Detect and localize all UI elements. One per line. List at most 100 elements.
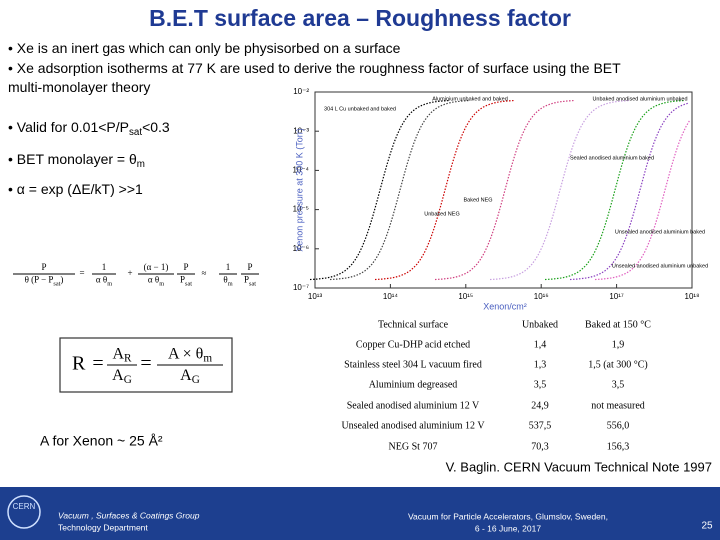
table-cell: 537,5 [529,420,552,431]
table-cell: Aluminium degreased [369,379,458,390]
numerator: AR [112,345,132,364]
plot-frame [314,91,693,289]
page-number: 25 [701,521,713,532]
numerator: 1 [102,262,107,272]
xenon-note: A for Xenon ~ 25 Å² [40,433,163,449]
denominator: α θm [148,274,164,287]
reference: V. Baglin. CERN Vacuum Technical Note 19… [446,459,712,474]
text-run: α θ [148,274,159,284]
operator: ≈ [202,268,207,278]
text-run: • α = exp (ΔE/kT) >>1 [8,181,143,197]
denominator: Psat [180,274,192,287]
table-header: Technical surface [378,319,449,330]
operator: + [127,268,132,278]
subscript: sat [53,281,60,288]
text-run: ) [60,274,63,284]
logo-text: CERN [13,502,36,511]
subscript: R [124,352,132,364]
text-run: 1 [102,262,107,272]
text-run: P [247,262,252,272]
curve-label: Baked NEG [463,197,492,203]
x-tick-label: 10¹⁸ [685,292,700,301]
footer-group: Vacuum , Surfaces & Coatings Group [58,510,200,520]
bullet: • Xe adsorption isotherms at 77 K are us… [8,60,621,76]
curve-label: Unsealed anodised aluminium unbaked [612,263,708,269]
operator: = [92,353,103,375]
table-cell: 556,0 [607,420,630,431]
table-header: Unbaked [522,319,558,330]
isotherm-curve [489,99,631,281]
text-run: A [180,367,192,384]
table-cell: 1,3 [534,359,547,370]
text-run: A [112,367,124,384]
text-run: • Xe is an inert gas which can only be p… [8,40,401,56]
logo [7,495,41,529]
numerator: P [247,262,252,272]
y-tick-label: 10⁻² [293,87,309,96]
table-cell: 3,5 [534,379,547,390]
y-tick-label: 10⁻⁷ [293,283,309,292]
y-tick-label: 10⁻³ [293,126,309,135]
numerator: 1 [226,262,231,272]
subscript: m [159,281,164,288]
isotherm-curve [309,99,451,281]
table-cell: 1,5 (at 300 °C) [588,359,648,370]
table-cell: Sealed anodised aluminium 12 V [347,400,480,411]
table-cell: Copper Cu-DHP acid etched [356,339,470,350]
y-axis-label: Xenon pressure at 300 K (Torr) [294,128,304,252]
operator: = [79,268,84,278]
denominator: Psat [244,274,256,287]
isotherm-curve [329,99,471,281]
table-cell: Unsealed anodised aluminium 12 V [341,420,485,431]
denominator: θ (P − Psat) [25,274,64,287]
subscript: m [137,159,145,170]
x-tick-label: 10¹⁵ [458,292,473,301]
bullet: • α = exp (ΔE/kT) >>1 [8,181,143,197]
text-run: θ [223,274,227,284]
footer-department: Technology Department [58,522,148,532]
y-tick-label: 10⁻⁴ [292,166,309,175]
subscript: m [107,281,112,288]
bullet: • Valid for 0.01<P/Psat<0.3 [8,119,170,138]
denominator: α θm [96,274,112,287]
x-tick-label: 10¹⁶ [534,292,549,301]
title: B.E.T surface area – Roughness factor [149,5,571,31]
numerator: P [183,262,188,272]
text-run: • BET monolayer = θ [8,151,137,167]
text-run: P [180,274,185,284]
text-run: • Valid for 0.01<P/P [8,119,129,135]
text-run: <0.3 [142,119,170,135]
footer-event: Vacuum for Particle Accelerators, Glumsl… [408,511,608,521]
operator: = [140,353,151,375]
x-axis-label: Xenon/cm² [483,301,527,311]
isotherm-curve [434,99,576,281]
table-cell: 3,5 [612,379,625,390]
bullet: multi-monolayer theory [8,79,150,95]
subscript: sat [249,281,256,288]
bullet: • Xe is an inert gas which can only be p… [8,40,401,56]
text-run: P [244,274,249,284]
y-tick-label: 10⁻⁶ [293,244,309,253]
footer-date: 6 - 16 June, 2017 [475,523,541,533]
table-cell: 24,9 [531,400,549,411]
table-cell: NEG St 707 [389,441,438,452]
isotherm-curve [594,120,691,281]
text-run: 1 [226,262,231,272]
text-run: P [183,262,188,272]
table-cell: 1,4 [534,339,547,350]
numerator: P [41,262,46,272]
curve-label: Unbaked anodised aluminium unbaked [592,96,687,102]
text-run: P [41,262,46,272]
text-run: multi-monolayer theory [8,79,150,95]
bullet: • BET monolayer = θm [8,151,145,170]
table-cell: 70,3 [531,441,549,452]
table-header: Baked at 150 °C [585,319,651,330]
x-tick-label: 10¹⁴ [383,292,399,301]
text-run: A [112,345,124,362]
subscript: G [124,374,132,386]
table-cell: 156,3 [607,441,630,452]
y-tick-label: 10⁻⁵ [293,205,309,214]
curve-label: 304 L Cu unbaked and baked [324,106,396,112]
